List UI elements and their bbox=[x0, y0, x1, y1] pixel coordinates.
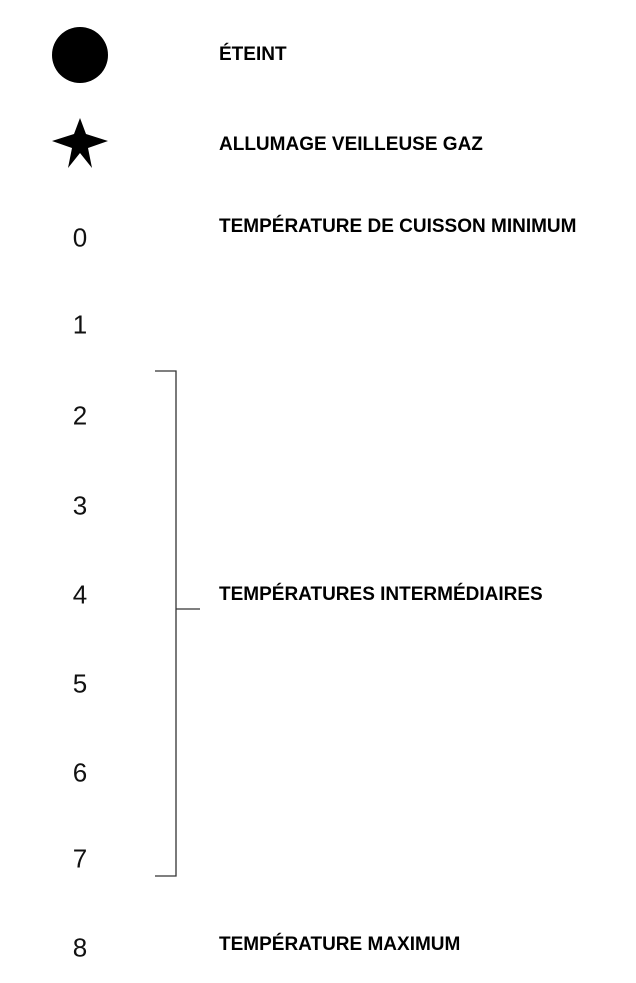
setting-number: 2 bbox=[72, 400, 88, 431]
setting-label: TEMPÉRATURE DE CUISSON MINIMUM bbox=[219, 216, 577, 237]
setting-number: 6 bbox=[72, 757, 88, 788]
off-symbol bbox=[52, 27, 108, 83]
setting-number: 8 bbox=[72, 932, 88, 963]
setting-number: 7 bbox=[72, 843, 88, 874]
setting-number: 5 bbox=[72, 668, 88, 699]
range-label: TEMPÉRATURES INTERMÉDIAIRES bbox=[219, 584, 543, 605]
setting-number: 1 bbox=[72, 309, 88, 340]
range-bracket bbox=[155, 370, 200, 877]
setting-number: 3 bbox=[72, 490, 88, 521]
setting-label: ÉTEINT bbox=[219, 44, 287, 65]
pilot-symbol bbox=[52, 118, 108, 168]
setting-number: 0 bbox=[72, 222, 88, 253]
setting-number: 4 bbox=[72, 579, 88, 610]
setting-label: TEMPÉRATURE MAXIMUM bbox=[219, 934, 461, 955]
setting-label: ALLUMAGE VEILLEUSE GAZ bbox=[219, 134, 483, 155]
